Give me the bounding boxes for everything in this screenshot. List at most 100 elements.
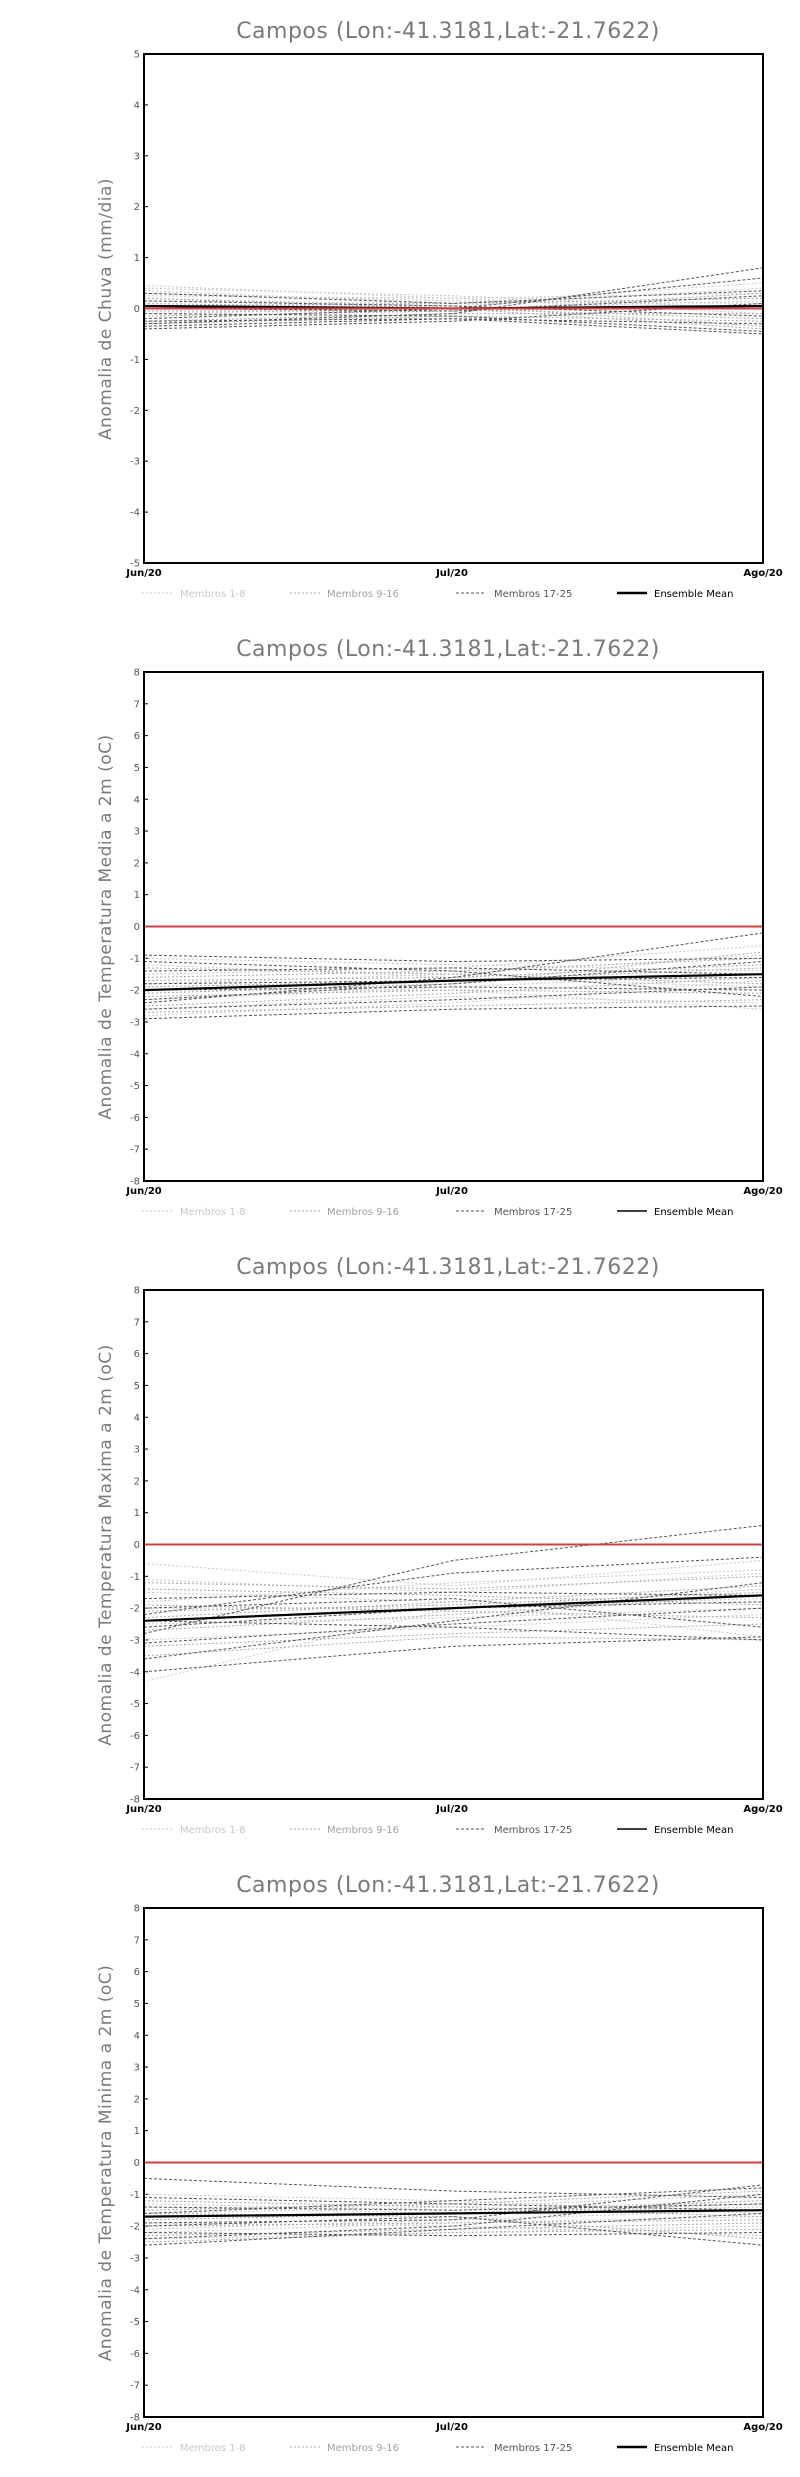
y-tick-label: -2 [130,1604,140,1615]
member-line [143,976,764,985]
member-line [143,1572,764,1593]
y-tick-label: 5 [134,763,140,774]
member-line [143,318,764,325]
plot-area [143,53,764,564]
x-tick-label: Ago/20 [743,1804,782,1815]
y-tick-label: 4 [134,2031,140,2042]
y-tick-label: -1 [130,954,140,965]
y-tick-label: 0 [134,922,140,933]
legend-label: Membros 9-16 [327,2443,399,2454]
chart-title: Campos (Lon:-41.3181,Lat:-21.7622) [236,1255,660,1280]
x-tick-label: Jun/20 [125,568,162,579]
member-line [143,313,763,322]
y-axis-label: Anomalia de Temperatura Media a 2m (oC) [96,734,116,1119]
member-line [143,1607,764,1644]
y-tick-label: 6 [134,731,140,742]
member-line [143,1598,764,1628]
member-line [143,277,764,320]
y-tick-label: -8 [130,2413,140,2424]
member-line [143,297,764,307]
legend-label: Membros 17-25 [494,589,572,600]
member-line [143,2222,764,2237]
member-line [143,2184,764,2224]
member-line [143,1524,764,1635]
y-tick-label: -6 [130,2349,140,2360]
legend-label: Membros 1-8 [180,1825,246,1836]
member-line [143,1591,764,1600]
member-line [143,2212,764,2240]
y-tick-label: 8 [134,1904,140,1915]
plot-frame [143,671,764,1182]
y-tick-label: 5 [134,50,140,61]
legend-label: Ensemble Mean [654,1207,733,1218]
y-tick-label: 5 [134,1381,140,1392]
plot-frame [143,1907,764,2418]
y-tick-labels: 8 7 6 5 4 3 2 1 0 -1 -2 -3 -4 -5 -6 -7 -8 [130,1904,140,2424]
y-tick-labels: 8 7 6 5 4 3 2 1 0 -1 -2 -3 -4 -5 -6 -7 -8 [130,668,140,1188]
legend: Membros 1-8 Membros 9-16 Membros 17-25 E… [142,1207,733,1218]
member-line [143,961,764,1001]
y-tick-label: -7 [130,2381,140,2392]
member-line [143,1569,764,1603]
y-tick-label: 2 [134,2094,140,2105]
chart-panel-temp-minima: Campos (Lon:-41.3181,Lat:-21.7622) Anoma… [96,1873,783,2433]
member-line [143,2177,764,2198]
member-line [143,2209,764,2230]
legend-label: Membros 1-8 [180,1207,246,1218]
y-tick-label: -8 [130,1795,140,1806]
x-tick-label: Jun/20 [125,1804,162,1815]
member-line [143,1636,764,1673]
y-tick-labels: 5 4 3 2 1 0 -1 -2 -3 -4 -5 [130,50,140,570]
legend: Membros 1-8 Membros 9-16 Membros 17-25 E… [142,1825,733,1836]
member-line [143,2197,764,2211]
legend-label: Membros 1-8 [180,589,246,600]
y-axis-label: Anomalia de Temperatura Minima a 2m (oC) [96,1965,116,2362]
member-line [143,1005,764,1020]
member-line [143,2232,764,2237]
y-tick-label: -3 [130,457,140,468]
y-tick-label: 8 [134,1286,140,1297]
ensemble-mean-line [143,2209,764,2218]
y-tick-label: 4 [134,1413,140,1424]
y-tick-label: -1 [130,1572,140,1583]
x-tick-label: Jul/20 [435,1186,468,1197]
member-line [143,1585,764,1619]
member-line [143,995,764,1010]
member-line [143,2203,764,2211]
member-line [143,2187,764,2214]
x-tick-label: Ago/20 [743,1186,782,1197]
y-tick-label: 1 [134,253,140,264]
legend-label: Membros 9-16 [327,1207,399,1218]
member-line [143,2200,764,2211]
member-line [143,954,764,963]
plot-frame [143,53,764,564]
member-line [143,945,764,975]
ensemble-mean-line [143,1594,764,1622]
member-line [143,976,764,1007]
member-line [144,305,764,312]
member-line [143,1575,764,1590]
legend-label: Membros 9-16 [327,589,399,600]
legend-label: Membros 9-16 [327,1825,399,1836]
y-tick-label: -4 [130,1049,140,1060]
legend-label: Membros 17-25 [494,1207,572,1218]
y-tick-label: -3 [130,1017,140,1028]
member-line [143,305,764,327]
chart-title: Campos (Lon:-41.3181,Lat:-21.7622) [236,19,660,44]
y-tick-label: -2 [130,2222,140,2233]
y-tick-label: 0 [134,2158,140,2169]
member-line [143,295,764,312]
plot-frame [143,1289,764,1800]
plot-area [143,1289,764,1800]
legend: Membros 1-8 Membros 9-16 Membros 17-25 E… [142,2443,733,2454]
member-line [143,1614,764,1641]
member-line [143,1559,764,1587]
member-line [143,2228,764,2243]
member-line [143,1594,764,1631]
y-tick-label: 7 [134,1935,140,1946]
member-line [143,951,764,994]
y-tick-label: 3 [134,151,140,162]
y-tick-label: 1 [134,1508,140,1519]
y-tick-labels: 8 7 6 5 4 3 2 1 0 -1 -2 -3 -4 -5 -6 -7 -8 [130,1286,140,1806]
